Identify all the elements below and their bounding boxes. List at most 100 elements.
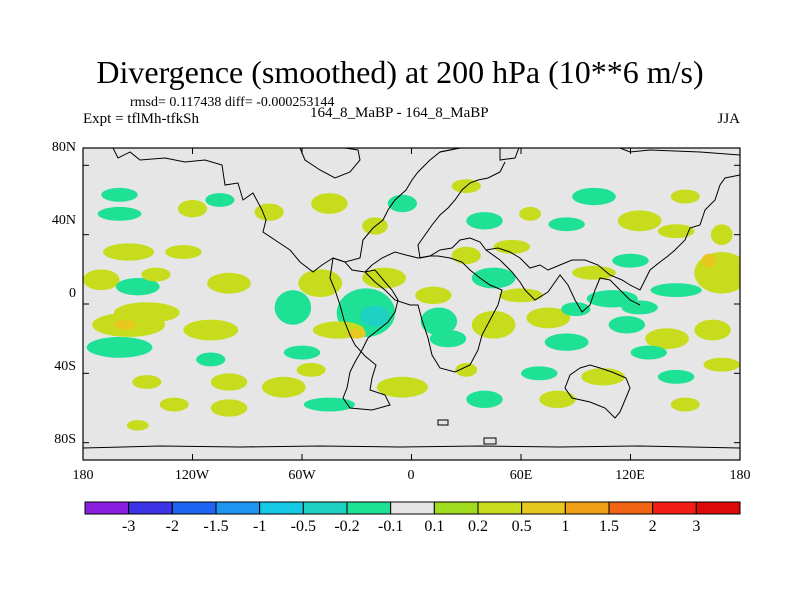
- map-title: Divergence (smoothed) at 200 hPa (10**6 …: [96, 54, 704, 90]
- contour-patch: [177, 200, 208, 218]
- contour-patch: [115, 278, 160, 296]
- contour-patch: [499, 288, 543, 303]
- contour-patch: [103, 243, 155, 261]
- contour-patch: [415, 286, 452, 305]
- coastline-africa: [364, 251, 503, 373]
- coastline-south-america: [329, 257, 399, 411]
- contour-patch: [362, 267, 407, 289]
- contour-patch: [420, 307, 458, 336]
- contour-patch: [608, 316, 646, 334]
- contour-patch: [114, 319, 136, 330]
- contour-patch: [376, 376, 428, 398]
- lon-label-60e: 60E: [509, 468, 533, 483]
- contour-patch: [471, 310, 516, 339]
- coastline-arabia-india: [485, 249, 641, 313]
- colorbar-label: -0.2: [334, 518, 360, 535]
- experiment-label: Expt = tflMh-tfkSh: [83, 111, 199, 127]
- lon-label-60w: 60W: [288, 468, 316, 483]
- contour-patch: [701, 253, 717, 268]
- coastline-eurasia: [417, 148, 740, 291]
- contour-patch: [617, 210, 662, 232]
- contour-patch: [657, 224, 695, 239]
- lat-label-40n: 40N: [51, 213, 76, 228]
- contour-patch: [581, 368, 626, 386]
- season-label: JJA: [717, 111, 740, 127]
- coastline-greenland: [299, 148, 361, 179]
- lat-label-80n: 80N: [51, 140, 76, 155]
- contour-patch: [657, 369, 695, 384]
- case-label: 164_8_MaBP - 164_8_MaBP: [310, 105, 489, 121]
- contour-patch: [694, 319, 731, 341]
- contour-patch: [126, 420, 149, 431]
- contour-patch: [159, 397, 189, 412]
- colorbar-label: 2: [648, 518, 657, 535]
- colorbar-label: -1.5: [203, 518, 229, 535]
- contour-patch: [455, 362, 478, 377]
- coastline-australia: [564, 364, 631, 419]
- colorbar-label: -0.1: [377, 518, 404, 535]
- contour-patch: [621, 300, 658, 315]
- contour-patch: [101, 187, 138, 202]
- contour-patch: [471, 267, 516, 289]
- contour-patch: [97, 206, 142, 221]
- contour-patch: [132, 375, 162, 389]
- contour-patch: [572, 265, 616, 280]
- lat-label-0: 0: [69, 286, 76, 301]
- colorbar-label: 1: [561, 518, 570, 535]
- contour-patch: [630, 345, 667, 360]
- contour-patch: [254, 203, 284, 221]
- colorbar-label: -0.5: [290, 518, 316, 535]
- contour-patch: [205, 193, 235, 207]
- contour-patch: [165, 245, 202, 259]
- contour-patch: [196, 352, 226, 367]
- contour-patch: [710, 224, 733, 246]
- contour-patch: [296, 362, 326, 377]
- contour-patch: [526, 307, 571, 329]
- lon-label-120w: 120W: [174, 468, 210, 483]
- lon-label-120e: 120E: [615, 468, 645, 483]
- contour-patch: [645, 328, 689, 350]
- colorbar-label: -1: [252, 518, 267, 535]
- contour-patch: [303, 397, 355, 412]
- contour-patch: [283, 345, 321, 360]
- contour-patch: [544, 333, 589, 351]
- lat-label-40s: 40S: [54, 359, 76, 374]
- contour-patch: [466, 212, 503, 230]
- contour-patch: [670, 397, 700, 412]
- contour-patch: [387, 194, 417, 213]
- contour-patch: [210, 373, 248, 391]
- contour-patch: [561, 302, 591, 317]
- coastline-outlines: [83, 148, 740, 449]
- rmsd-diff-stats: rmsd= 0.117438 diff= -0.000253144: [130, 95, 335, 110]
- contour-patch: [311, 193, 348, 214]
- coastline-island: [483, 437, 497, 445]
- contour-patch: [141, 267, 171, 282]
- colorbar-label: 1.5: [599, 518, 619, 535]
- contour-patch: [548, 217, 585, 232]
- contour-patch: [360, 305, 390, 327]
- contour-patch: [521, 366, 558, 381]
- coastline-island: [437, 419, 449, 426]
- contour-patch: [261, 376, 306, 398]
- coastline-north-america: [112, 148, 461, 273]
- colorbar-label: 0.2: [468, 518, 488, 535]
- contour-patch: [670, 189, 700, 204]
- contour-patch: [298, 269, 343, 298]
- colorbar-label: -3: [121, 518, 136, 535]
- contour-patch: [86, 336, 153, 358]
- contour-patch: [429, 330, 467, 348]
- lon-label-0: 0: [407, 468, 415, 483]
- contour-patch: [466, 390, 503, 409]
- axis-ticks: [82, 148, 741, 460]
- contour-patch: [493, 239, 531, 254]
- colorbar-label: 3: [692, 518, 701, 535]
- contour-patch: [650, 283, 702, 298]
- contour-patch: [612, 253, 649, 268]
- colorbar-label: 0.1: [424, 518, 445, 535]
- contour-patch: [451, 246, 481, 265]
- lat-label-80s: 80S: [54, 432, 76, 447]
- contour-patch: [539, 390, 576, 409]
- lon-label-180e: 180: [729, 468, 751, 483]
- contour-patch: [347, 328, 366, 339]
- contour-patch: [183, 319, 239, 341]
